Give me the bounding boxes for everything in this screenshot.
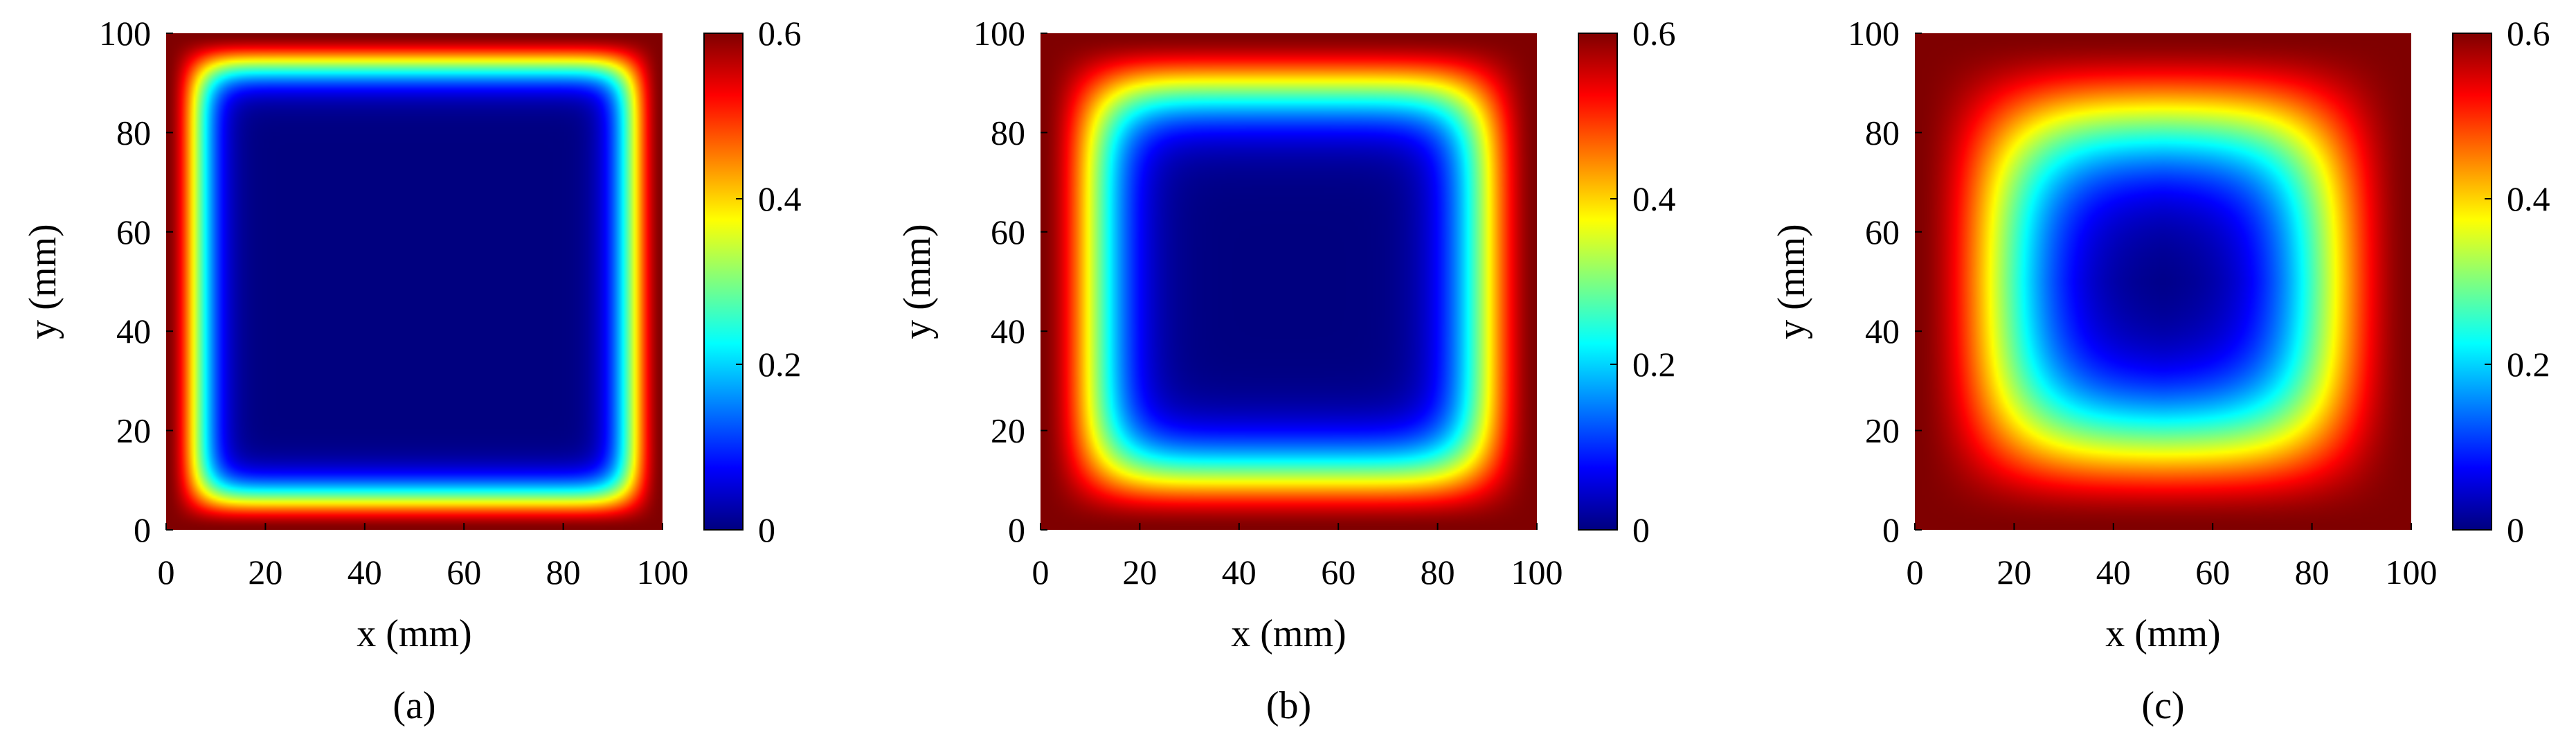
y-axis-label: y (mm) [1770,224,1813,339]
x-tick-label: 80 [546,553,581,591]
chart-panel-0: 0 20 40 60 80 100 0 20 40 60 80 100 x (mm) y (mm) (a) 0… [21,14,802,727]
y-tick-label: 0 [1008,510,1025,549]
y-tick-label: 80 [991,113,1025,152]
y-tick-label: 60 [991,213,1025,251]
colorbar-tick-label: 0 [2507,510,2524,549]
x-axis-label: x (mm) [1231,612,1346,655]
x-tick-label: 100 [2386,553,2438,591]
panel-caption: (a) [393,684,435,727]
x-tick-label: 40 [2096,553,2131,591]
heatmap-image [1915,33,2411,530]
y-tick-label: 100 [973,14,1025,53]
y-tick-label: 40 [1865,312,1900,350]
x-axis-label: x (mm) [357,612,471,655]
x-tick-label: 80 [2295,553,2330,591]
heatmap-image [166,33,663,530]
colorbar-tick-label: 0 [1632,510,1650,549]
x-tick-label: 20 [248,553,282,591]
y-tick-label: 20 [991,411,1025,450]
y-tick-label: 60 [1865,213,1900,251]
x-tick-label: 60 [447,553,481,591]
colorbar-tick-label: 0.6 [758,14,802,53]
x-tick-label: 60 [1321,553,1355,591]
x-tick-label: 100 [637,553,689,591]
y-tick-label: 0 [134,510,151,549]
panel-caption: (b) [1266,684,1311,727]
heatmap-image [1041,33,1537,530]
y-tick-label: 40 [116,312,151,350]
chart-panel-2: 0 20 40 60 80 100 0 20 40 60 80 100 x (mm) y (mm) (c) 0… [1770,14,2550,727]
colorbar [703,33,744,531]
x-tick-label: 60 [2195,553,2230,591]
x-tick-label: 0 [1032,553,1050,591]
panel-caption: (c) [2141,684,2184,727]
x-tick-label: 20 [1122,553,1157,591]
y-tick-label: 20 [1865,411,1900,450]
y-tick-label: 80 [1865,113,1900,152]
y-tick-label: 0 [1882,510,1900,549]
x-tick-label: 40 [1222,553,1257,591]
y-tick-label: 20 [116,411,151,450]
colorbar [1578,33,1618,531]
x-tick-label: 0 [1907,553,1924,591]
y-axis-label: y (mm) [896,224,939,339]
x-tick-label: 40 [348,553,382,591]
y-tick-label: 60 [116,213,151,251]
chart-panel-1: 0 20 40 60 80 100 0 20 40 60 80 100 x (mm) y (mm) (b) 0… [896,14,1676,727]
x-tick-label: 80 [1421,553,1455,591]
y-axis-label: y (mm) [21,224,64,339]
colorbar-tick-label: 0 [758,510,775,549]
y-tick-label: 40 [991,312,1025,350]
colorbar-tick-label: 0.6 [1632,14,1676,53]
colorbar [2452,33,2492,531]
colorbar-tick-label: 0.6 [2507,14,2550,53]
y-tick-label: 100 [1848,14,1900,53]
colorbar-tick-label: 0.2 [758,345,802,384]
y-tick-label: 80 [116,113,151,152]
colorbar-tick-label: 0.2 [1632,345,1676,384]
y-tick-label: 100 [99,14,151,53]
x-tick-label: 0 [158,553,175,591]
x-axis-label: x (mm) [2105,612,2220,655]
colorbar-tick-label: 0.4 [758,179,802,218]
x-tick-label: 100 [1511,553,1563,591]
x-tick-label: 20 [1997,553,2031,591]
colorbar-tick-label: 0.2 [2507,345,2550,384]
colorbar-tick-label: 0.4 [2507,179,2550,218]
colorbar-tick-label: 0.4 [1632,179,1676,218]
